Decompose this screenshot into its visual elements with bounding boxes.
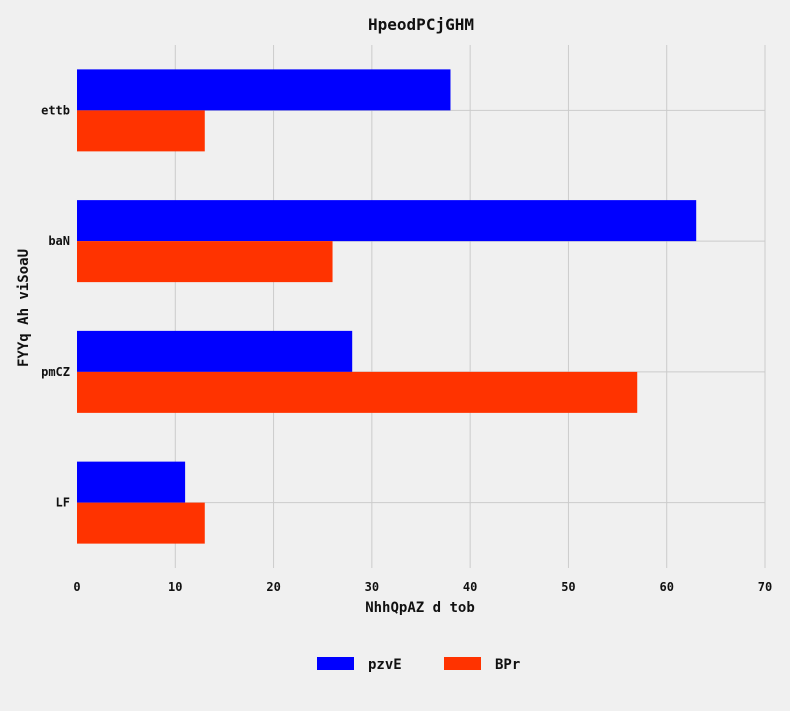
x-tick-label: 40: [463, 580, 477, 594]
x-tick-label: 30: [365, 580, 379, 594]
y-axis-label: FYYq Ah viSoaU: [16, 249, 32, 367]
bar-pzvE-baN: [77, 200, 697, 242]
legend-swatch-pzvE: [317, 657, 354, 670]
chart-title: HpeodPCjGHM: [368, 15, 474, 34]
x-tick-label: 50: [561, 580, 575, 594]
bar-BPr-ettb: [77, 110, 205, 152]
bar-BPr-LF: [77, 502, 205, 544]
bars: [77, 69, 697, 544]
y-tick-labels: ettb baN pmCZ LF: [41, 103, 70, 509]
legend-swatch-BPr: [444, 657, 481, 670]
bar-pzvE-pmCZ: [77, 330, 353, 372]
x-tick-label: 0: [73, 580, 80, 594]
x-tick-labels: 0 10 20 30 40 50 60 70: [73, 580, 772, 594]
x-tick-label: 60: [659, 580, 673, 594]
bar-BPr-pmCZ: [77, 371, 638, 413]
legend-label-pzvE: pzvE: [368, 657, 402, 673]
x-tick-label: 10: [168, 580, 182, 594]
bar-pzvE-LF: [77, 461, 186, 503]
legend: pzvE BPr: [317, 657, 520, 673]
y-tick-label: ettb: [41, 103, 70, 117]
bar-BPr-baN: [77, 241, 333, 283]
legend-label-BPr: BPr: [495, 657, 520, 673]
x-axis-label: NhhQpAZ d tob: [365, 600, 475, 616]
y-tick-label: baN: [48, 234, 70, 248]
x-tick-label: 20: [266, 580, 280, 594]
x-tick-label: 70: [758, 580, 772, 594]
y-tick-label: LF: [56, 496, 70, 510]
bar-pzvE-ettb: [77, 69, 451, 111]
y-tick-label: pmCZ: [41, 365, 70, 379]
